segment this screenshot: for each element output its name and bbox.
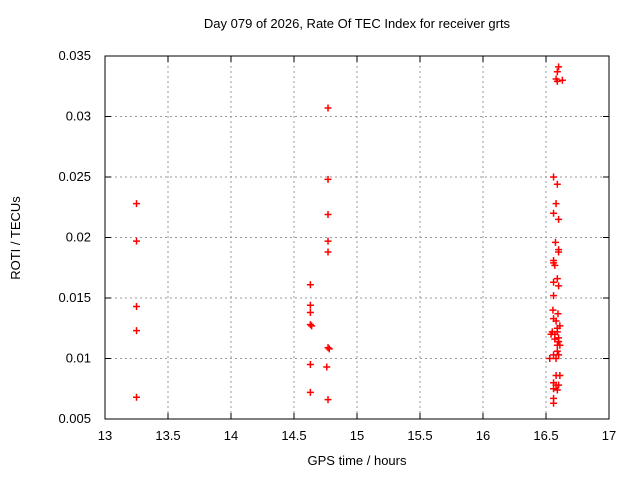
data-point-plus-marker <box>306 388 314 396</box>
y-tick-label: 0.015 <box>58 290 91 305</box>
y-axis-label: ROTI / TECUs <box>8 196 23 280</box>
data-point-plus-marker <box>550 173 558 181</box>
x-axis-label: GPS time / hours <box>308 453 407 468</box>
data-point-plus-marker <box>555 351 563 359</box>
data-point-plus-marker <box>555 63 563 71</box>
data-point-plus-marker <box>558 76 566 84</box>
y-tick-label: 0.01 <box>66 351 91 366</box>
data-point-plus-marker <box>550 292 558 300</box>
data-point-plus-marker <box>306 301 314 309</box>
x-tick-label: 16.5 <box>533 428 558 443</box>
plot-border-rect <box>104 55 610 420</box>
chart-title: Day 079 of 2026, Rate Of TEC Index for r… <box>204 16 511 31</box>
data-point-plus-marker <box>551 335 559 343</box>
data-point-plus-marker <box>133 200 140 208</box>
data-point-plus-marker <box>324 104 332 112</box>
data-point-plus-marker <box>324 237 332 245</box>
gridlines <box>105 56 609 419</box>
data-point-plus-marker <box>133 237 140 245</box>
y-tick-label: 0.025 <box>58 169 91 184</box>
data-point-plus-marker <box>550 278 558 286</box>
x-tick-label: 13.5 <box>155 428 180 443</box>
data-point-plus-marker <box>553 386 561 394</box>
data-point-plus-marker <box>553 180 561 188</box>
data-point-plus-marker <box>555 338 563 346</box>
tick-labels: 13 13.5 14 14.5 15 15.5 16 16.5 17 0.005 0.01 0.015… <box>58 48 616 443</box>
data-point-plus-marker <box>549 306 557 314</box>
plot-border <box>104 55 610 420</box>
data-point-plus-marker <box>553 68 561 76</box>
data-point-plus-marker <box>553 347 561 355</box>
data-point-plus-marker <box>553 275 561 283</box>
data-point-plus-marker <box>306 281 314 289</box>
x-tick-label: 15.5 <box>407 428 432 443</box>
data-point-plus-marker <box>550 209 558 217</box>
y-tick-label: 0.035 <box>58 48 91 63</box>
data-point-plus-marker <box>552 317 560 325</box>
data-point-plus-marker <box>308 322 316 330</box>
data-point-plus-marker <box>556 341 564 349</box>
data-point-plus-marker <box>324 175 332 183</box>
data-point-plus-marker <box>550 399 558 407</box>
data-point-plus-marker <box>552 355 560 362</box>
data-point-plus-marker <box>133 393 140 401</box>
y-tick-label: 0.005 <box>58 411 91 426</box>
x-tick-label: 16 <box>476 428 490 443</box>
x-tick-label: 14.5 <box>281 428 306 443</box>
data-point-plus-marker <box>556 371 564 379</box>
data-point-plus-marker <box>306 309 314 317</box>
data-point-plus-marker <box>306 361 314 369</box>
data-point-plus-marker <box>555 215 563 223</box>
data-point-plus-marker <box>555 282 563 290</box>
data-points <box>133 63 566 407</box>
x-tick-label: 14 <box>224 428 238 443</box>
data-point-plus-marker <box>306 321 314 329</box>
x-tick-label: 17 <box>602 428 616 443</box>
data-point-plus-marker <box>555 248 563 256</box>
data-point-plus-marker <box>551 261 559 269</box>
data-point-plus-marker <box>325 345 333 353</box>
data-point-plus-marker <box>133 302 140 310</box>
data-point-plus-marker <box>323 363 331 371</box>
data-point-plus-marker <box>547 330 555 338</box>
data-point-plus-marker <box>552 200 560 208</box>
data-point-plus-marker <box>546 355 554 362</box>
data-point-plus-marker <box>324 211 332 219</box>
y-tick-label: 0.02 <box>66 230 91 245</box>
data-point-plus-marker <box>554 310 562 318</box>
data-point-plus-marker <box>133 327 140 335</box>
data-point-plus-marker <box>324 396 332 404</box>
data-point-plus-marker <box>555 381 563 389</box>
data-point-plus-marker <box>551 238 559 246</box>
y-tick-label: 0.03 <box>66 109 91 124</box>
x-tick-label: 13 <box>98 428 112 443</box>
data-point-plus-marker <box>324 248 332 256</box>
data-point-plus-marker <box>553 77 561 85</box>
data-point-plus-marker <box>550 385 558 393</box>
data-point-plus-marker <box>324 344 332 352</box>
x-tick-label: 15 <box>350 428 364 443</box>
